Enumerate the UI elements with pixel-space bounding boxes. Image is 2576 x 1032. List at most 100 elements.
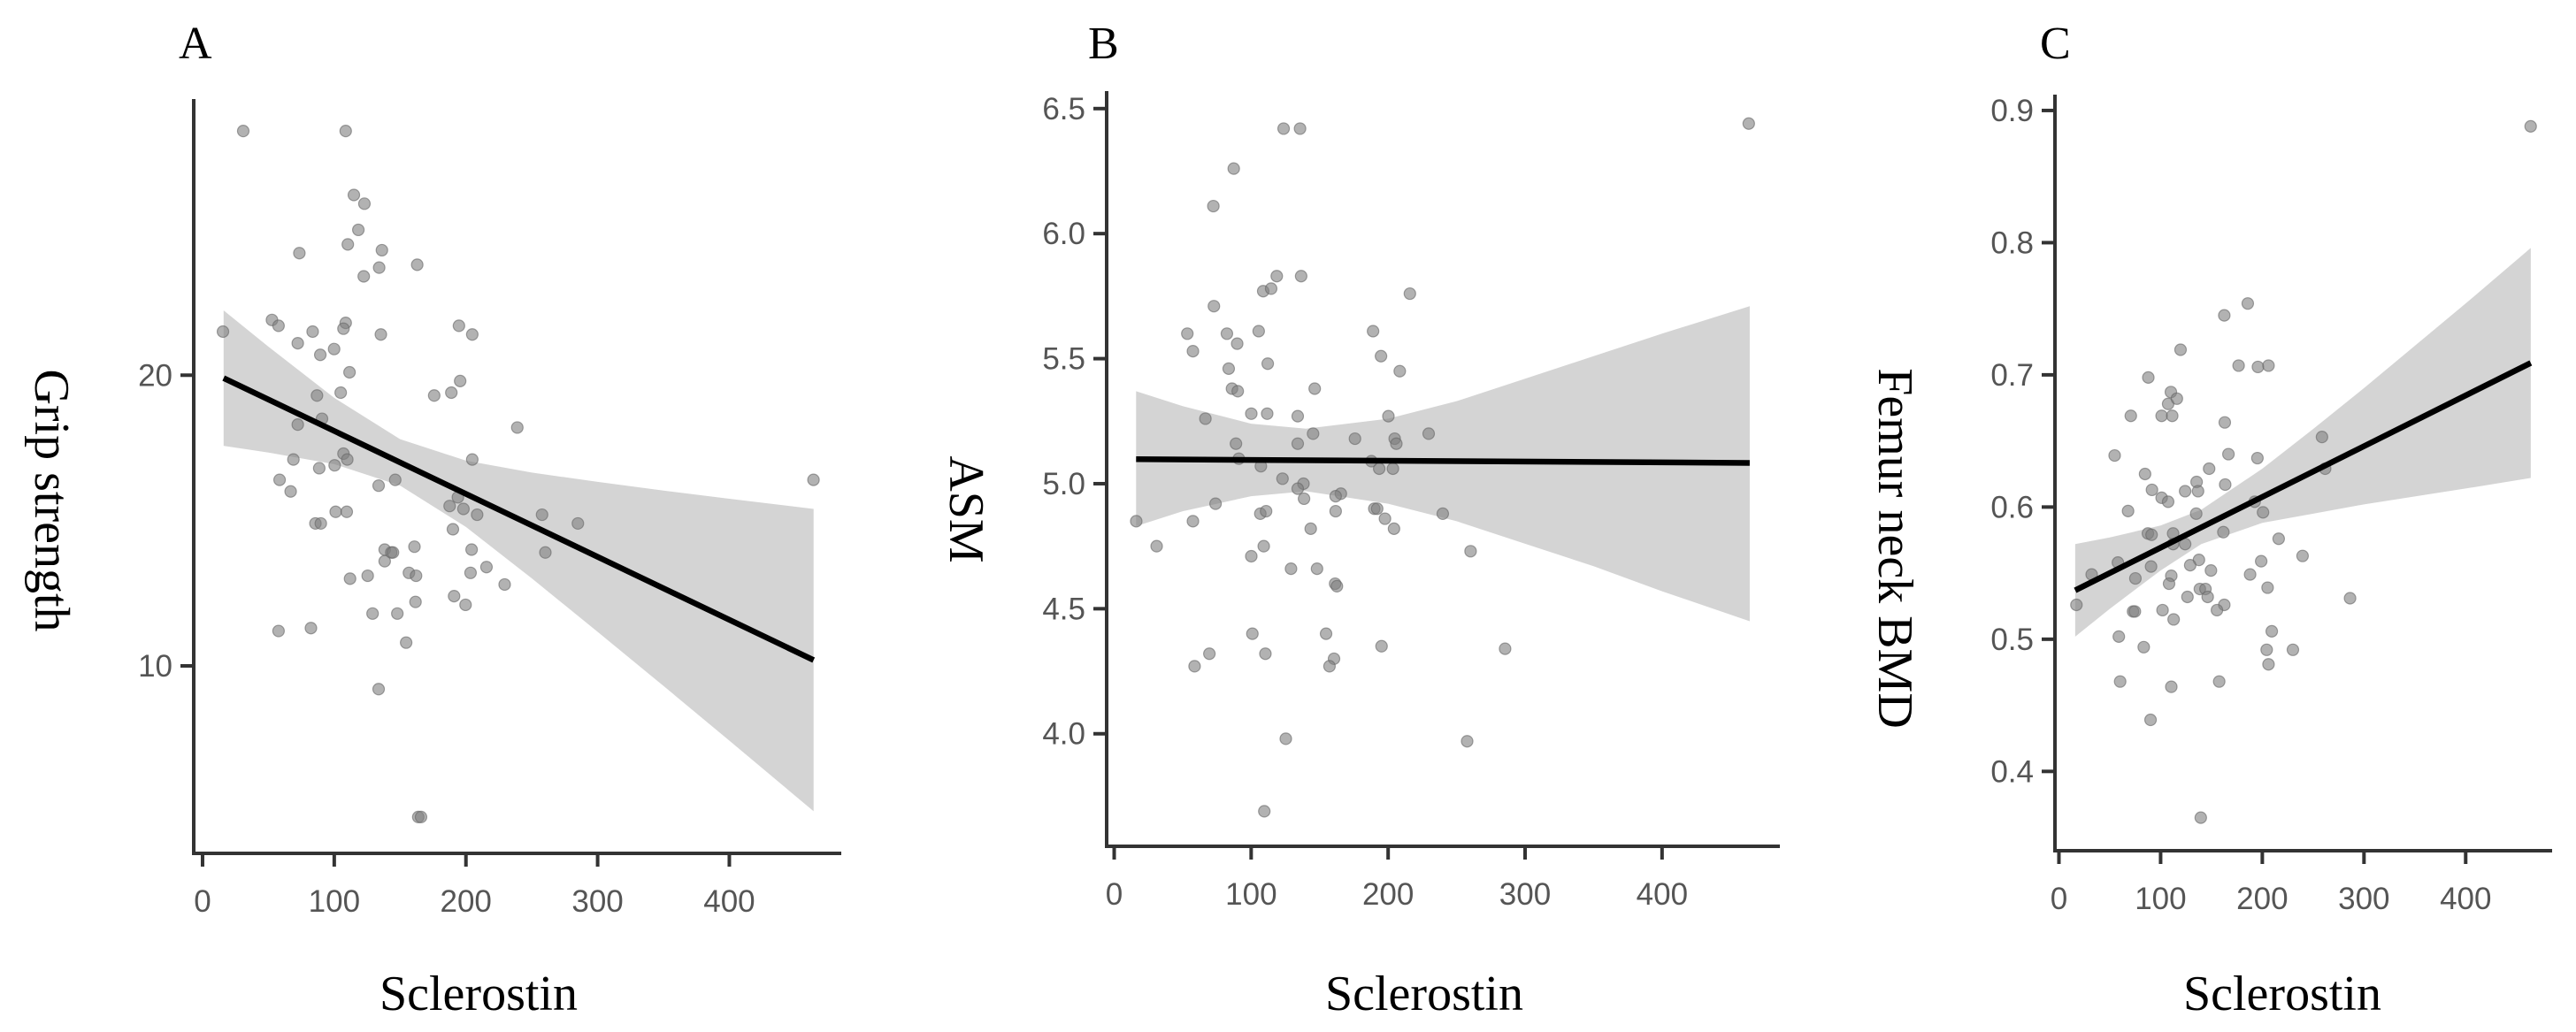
data-point (1436, 507, 1450, 521)
data-point (410, 569, 423, 583)
y-tick-label: 4.0 (1042, 717, 1085, 752)
data-point (1291, 409, 1305, 423)
data-point (2262, 658, 2275, 671)
data-point (456, 502, 470, 516)
data-point (328, 459, 341, 472)
data-point (2218, 309, 2231, 322)
data-point (1308, 382, 1322, 395)
data-point (471, 508, 484, 522)
data-point (2232, 359, 2245, 372)
data-point (498, 577, 511, 592)
y-tick-label: 0.7 (1990, 358, 2034, 393)
data-point (2191, 485, 2204, 498)
data-point (465, 453, 479, 466)
data-point (272, 319, 285, 333)
data-point (1298, 492, 1311, 506)
data-point (340, 505, 354, 518)
regression-line (2074, 360, 2533, 593)
data-point (1230, 337, 1244, 350)
x-tick-label: 400 (2440, 882, 2491, 916)
x-tick-label: 300 (571, 884, 623, 919)
data-point (287, 453, 300, 466)
data-point (1310, 562, 1323, 576)
data-point (1464, 545, 1477, 558)
data-point (357, 197, 372, 210)
data-point (2174, 343, 2188, 356)
data-point (1261, 407, 1274, 420)
data-point (337, 322, 350, 335)
data-point (410, 258, 424, 271)
y-tick-label: 20 (138, 358, 172, 393)
data-point (2183, 559, 2196, 572)
data-point (291, 418, 304, 432)
data-point (1329, 490, 1342, 503)
data-point (2144, 560, 2158, 573)
data-point (1199, 412, 1212, 425)
data-point (1257, 539, 1270, 553)
data-point (2166, 409, 2179, 423)
data-point (343, 365, 356, 379)
y-tick-label: 0.5 (1990, 623, 2034, 657)
data-point (2524, 119, 2537, 133)
data-point (2155, 409, 2168, 423)
data-point (1499, 642, 1512, 655)
data-point (2212, 675, 2226, 688)
x-tick-label: 200 (2236, 882, 2288, 916)
data-point (2143, 713, 2158, 727)
data-point (272, 624, 285, 638)
data-point (2113, 675, 2127, 688)
data-point (2203, 462, 2216, 476)
data-point (1276, 472, 1289, 485)
data-point (1284, 562, 1298, 576)
x-tick-label: 0 (2051, 882, 2067, 916)
data-point (329, 505, 342, 518)
data-point (293, 247, 306, 260)
y-tick-label: 6.0 (1042, 217, 1085, 251)
data-point (446, 523, 460, 536)
data-point (1378, 512, 1392, 525)
data-point (408, 540, 421, 554)
data-point (334, 386, 348, 400)
data-point (465, 543, 479, 556)
data-point (2255, 554, 2268, 568)
y-tick-label: 0.8 (1990, 226, 2034, 260)
data-point (465, 328, 479, 341)
data-point (807, 473, 820, 486)
data-point (2241, 297, 2255, 310)
data-point (1208, 497, 1223, 510)
data-point (2170, 392, 2183, 405)
data-point (448, 589, 461, 603)
data-point (1203, 647, 1216, 661)
data-point (1208, 300, 1221, 313)
data-point (2265, 624, 2279, 638)
data-point (1375, 639, 1388, 653)
x-tick-label: 300 (2338, 882, 2389, 916)
data-point (2218, 416, 2232, 429)
y-tick-label: 0.4 (1990, 754, 2034, 789)
data-point (2179, 485, 2192, 498)
data-point (452, 319, 465, 333)
data-point (2211, 603, 2224, 617)
data-point (272, 473, 287, 486)
data-point (427, 389, 441, 402)
data-point (535, 508, 548, 522)
data-point (2272, 532, 2285, 546)
data-point (1294, 270, 1307, 283)
x-tick-label: 100 (309, 884, 360, 919)
data-point (1258, 805, 1271, 818)
data-point (2128, 571, 2143, 585)
data-point (2121, 504, 2135, 517)
data-point (1742, 117, 1755, 130)
data-point (1422, 427, 1436, 440)
data-point (1382, 409, 1395, 423)
data-point (2124, 409, 2137, 423)
data-point (1230, 437, 1243, 450)
data-point (366, 607, 380, 620)
data-point (339, 125, 352, 138)
data-point (2070, 598, 2083, 612)
data-point (2112, 630, 2126, 643)
data-point (357, 270, 371, 283)
data-point (1245, 549, 1258, 563)
confidence-band (223, 310, 814, 812)
